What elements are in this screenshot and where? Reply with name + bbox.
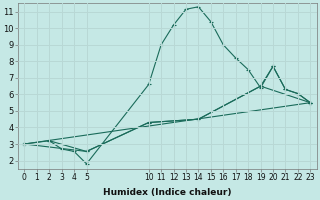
X-axis label: Humidex (Indice chaleur): Humidex (Indice chaleur) xyxy=(103,188,232,197)
